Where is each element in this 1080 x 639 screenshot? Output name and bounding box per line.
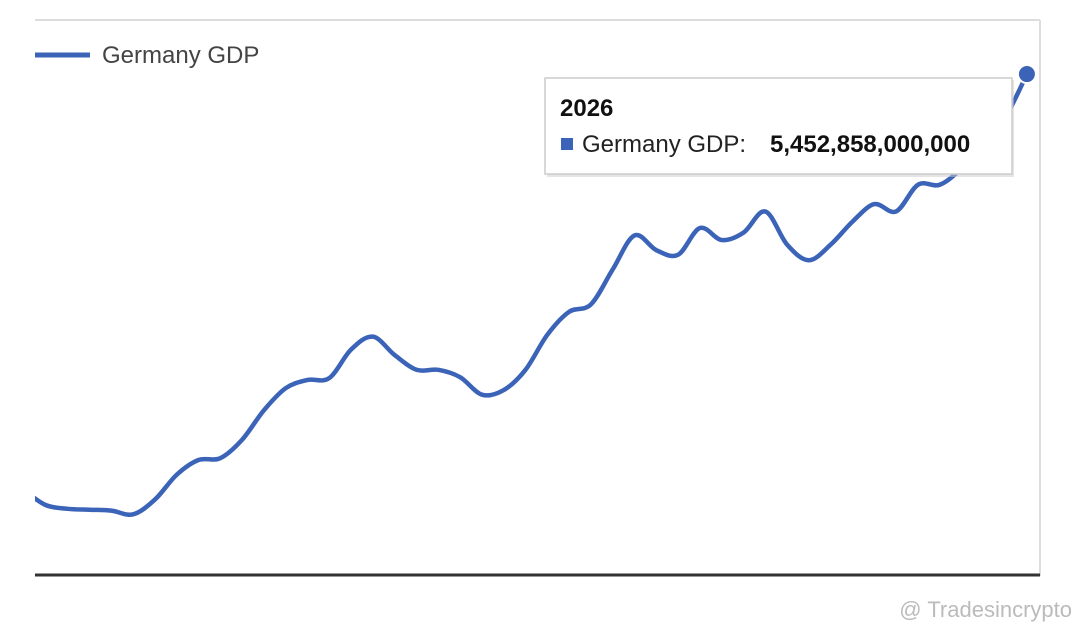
legend: Germany GDP (35, 42, 259, 69)
tooltip-title: 2026 (560, 95, 613, 122)
tooltip-swatch (561, 138, 573, 150)
tooltip-box (544, 77, 1013, 175)
series-line (35, 73, 1029, 517)
plot-area (35, 73, 1029, 517)
tooltip: 2026 Germany GDP: 5,452,858,000,000 (544, 77, 1014, 177)
legend-label: Germany GDP (102, 42, 259, 69)
tooltip-label: Germany GDP: (582, 131, 746, 158)
watermark: @ Tradesincrypto (899, 597, 1072, 622)
tooltip-value: 5,452,858,000,000 (770, 131, 970, 158)
highlight-point (1016, 64, 1037, 85)
